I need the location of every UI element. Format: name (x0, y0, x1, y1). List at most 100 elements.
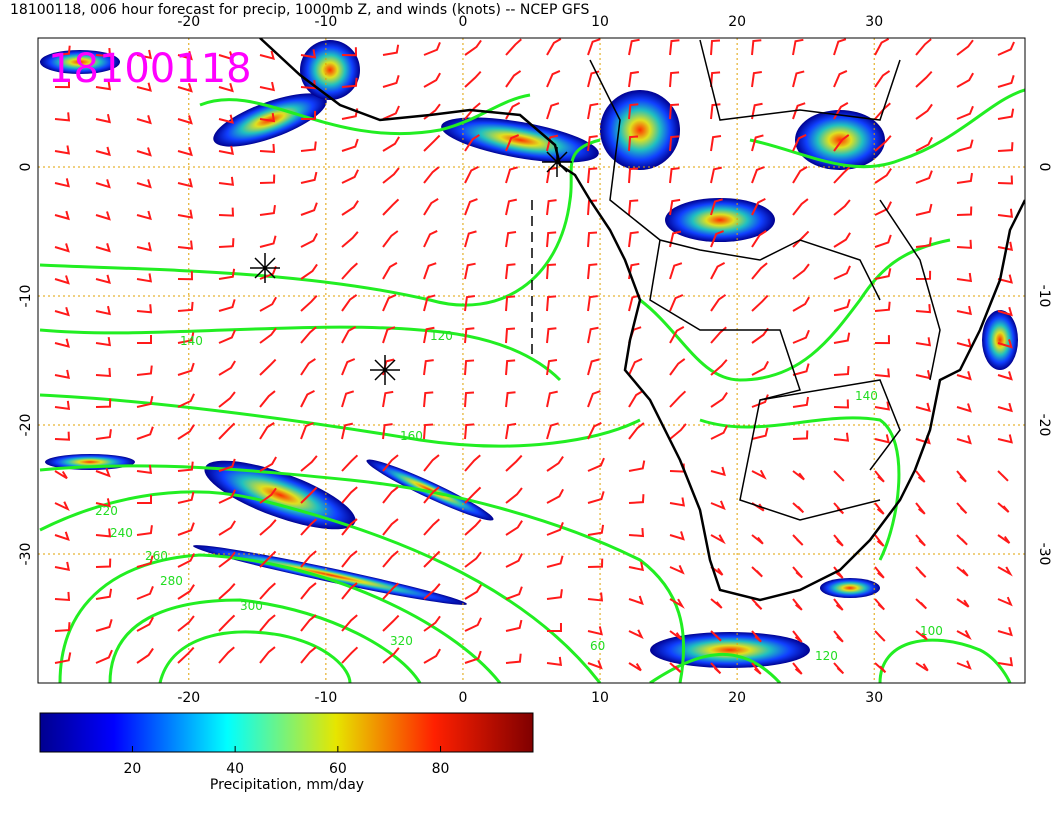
wind-barb (177, 491, 195, 504)
wind-barb (710, 425, 728, 440)
wind-barb (792, 363, 810, 376)
wind-barb (259, 205, 276, 216)
wind-barb (505, 263, 516, 280)
contour-label: 280 (160, 574, 183, 588)
wind-barb (833, 598, 844, 611)
wind-barb (54, 431, 71, 441)
wind-barb (259, 50, 275, 60)
wind-barb (505, 520, 523, 536)
wind-barb (259, 422, 275, 440)
wind-barb (587, 558, 604, 568)
wind-barb (177, 615, 195, 632)
wind-barb (300, 171, 318, 184)
title: 18100118, 006 hour forecast for precip, … (10, 2, 590, 18)
wind-barb (136, 179, 152, 189)
map-area: 140 120 160 220 240 260 280 300 320 100 120 140 60 (38, 38, 1025, 683)
wind-barb (259, 358, 277, 376)
wind-barb (218, 145, 235, 156)
wind-barb (464, 584, 482, 600)
wind-barb (382, 647, 400, 664)
wind-barb (833, 366, 850, 376)
wind-barb (95, 337, 112, 347)
wind-barb (669, 423, 687, 440)
wind-barb (505, 391, 516, 408)
wind-barb (464, 166, 479, 184)
wind-barb (300, 141, 317, 152)
wind-barb (669, 531, 685, 541)
wind-barb (382, 230, 399, 248)
wind-barb (177, 178, 193, 188)
wind-barb (669, 564, 685, 575)
wind-barb (136, 494, 153, 504)
wind-barb (710, 198, 723, 216)
wind-barb (710, 630, 722, 642)
wind-barb (259, 487, 277, 504)
wind-barb (259, 296, 277, 312)
wind-barb (464, 423, 475, 440)
wind-barb (956, 435, 972, 445)
wind-barb (95, 81, 112, 91)
wind-barb (54, 243, 70, 253)
wind-barb (505, 38, 522, 56)
contour-label: 160 (400, 429, 423, 443)
wind-barb (95, 146, 111, 157)
wind-barb (710, 598, 723, 609)
wind-barb (546, 102, 560, 120)
wind-barb (997, 626, 1013, 637)
wind-barb (341, 550, 358, 568)
wind-barb (218, 268, 236, 280)
wind-barb (95, 179, 111, 189)
wind-barb (628, 629, 644, 640)
wind-barb (136, 365, 153, 376)
wind-barb (423, 454, 440, 472)
wind-barb (177, 50, 193, 61)
wind-barb (136, 525, 153, 536)
wind-barb (259, 646, 276, 664)
wind-barb (341, 390, 355, 408)
wind-barb (669, 39, 680, 56)
wind-barb (833, 134, 850, 152)
wind-barb (997, 596, 1013, 607)
wind-barb (95, 558, 112, 568)
wind-barb (956, 305, 972, 316)
wind-barb (95, 429, 112, 440)
wind-barb (546, 522, 564, 536)
wind-barb (792, 263, 810, 280)
wind-barb (341, 200, 359, 216)
wind-barb (546, 134, 559, 152)
wind-barb (751, 469, 767, 480)
wind-barb (751, 71, 762, 88)
wind-barb (628, 561, 644, 572)
wind-barb (751, 102, 763, 120)
wind-barb (464, 650, 482, 664)
wind-barb (997, 41, 1015, 56)
wind-barb (956, 72, 974, 88)
wind-barb (669, 294, 684, 312)
wind-barb (546, 199, 557, 216)
wind-barb (956, 403, 972, 413)
wind-barb (587, 231, 598, 248)
wind-barb (505, 70, 522, 88)
wind-barb (95, 528, 112, 538)
wind-barb (423, 294, 436, 312)
wind-barb (341, 231, 359, 248)
lon-tick-label: 30 (865, 690, 883, 706)
wind-barb (587, 326, 599, 344)
wind-barb (628, 167, 639, 184)
wind-barb (464, 198, 478, 216)
wind-barb (546, 390, 558, 408)
wind-barb (341, 582, 358, 600)
wind-barb (464, 39, 482, 56)
wind-barb (423, 41, 441, 56)
wind-barb (833, 232, 851, 248)
coastline (259, 38, 1025, 602)
wind-barb (300, 486, 318, 504)
wind-barb (956, 598, 970, 608)
wind-barb (505, 487, 523, 504)
wind-barb (587, 295, 598, 312)
wind-barb (915, 237, 932, 248)
wind-barb (669, 326, 685, 344)
wind-barb (218, 329, 236, 344)
wind-barb (628, 71, 639, 88)
lon-tick-label: -10 (314, 690, 337, 706)
